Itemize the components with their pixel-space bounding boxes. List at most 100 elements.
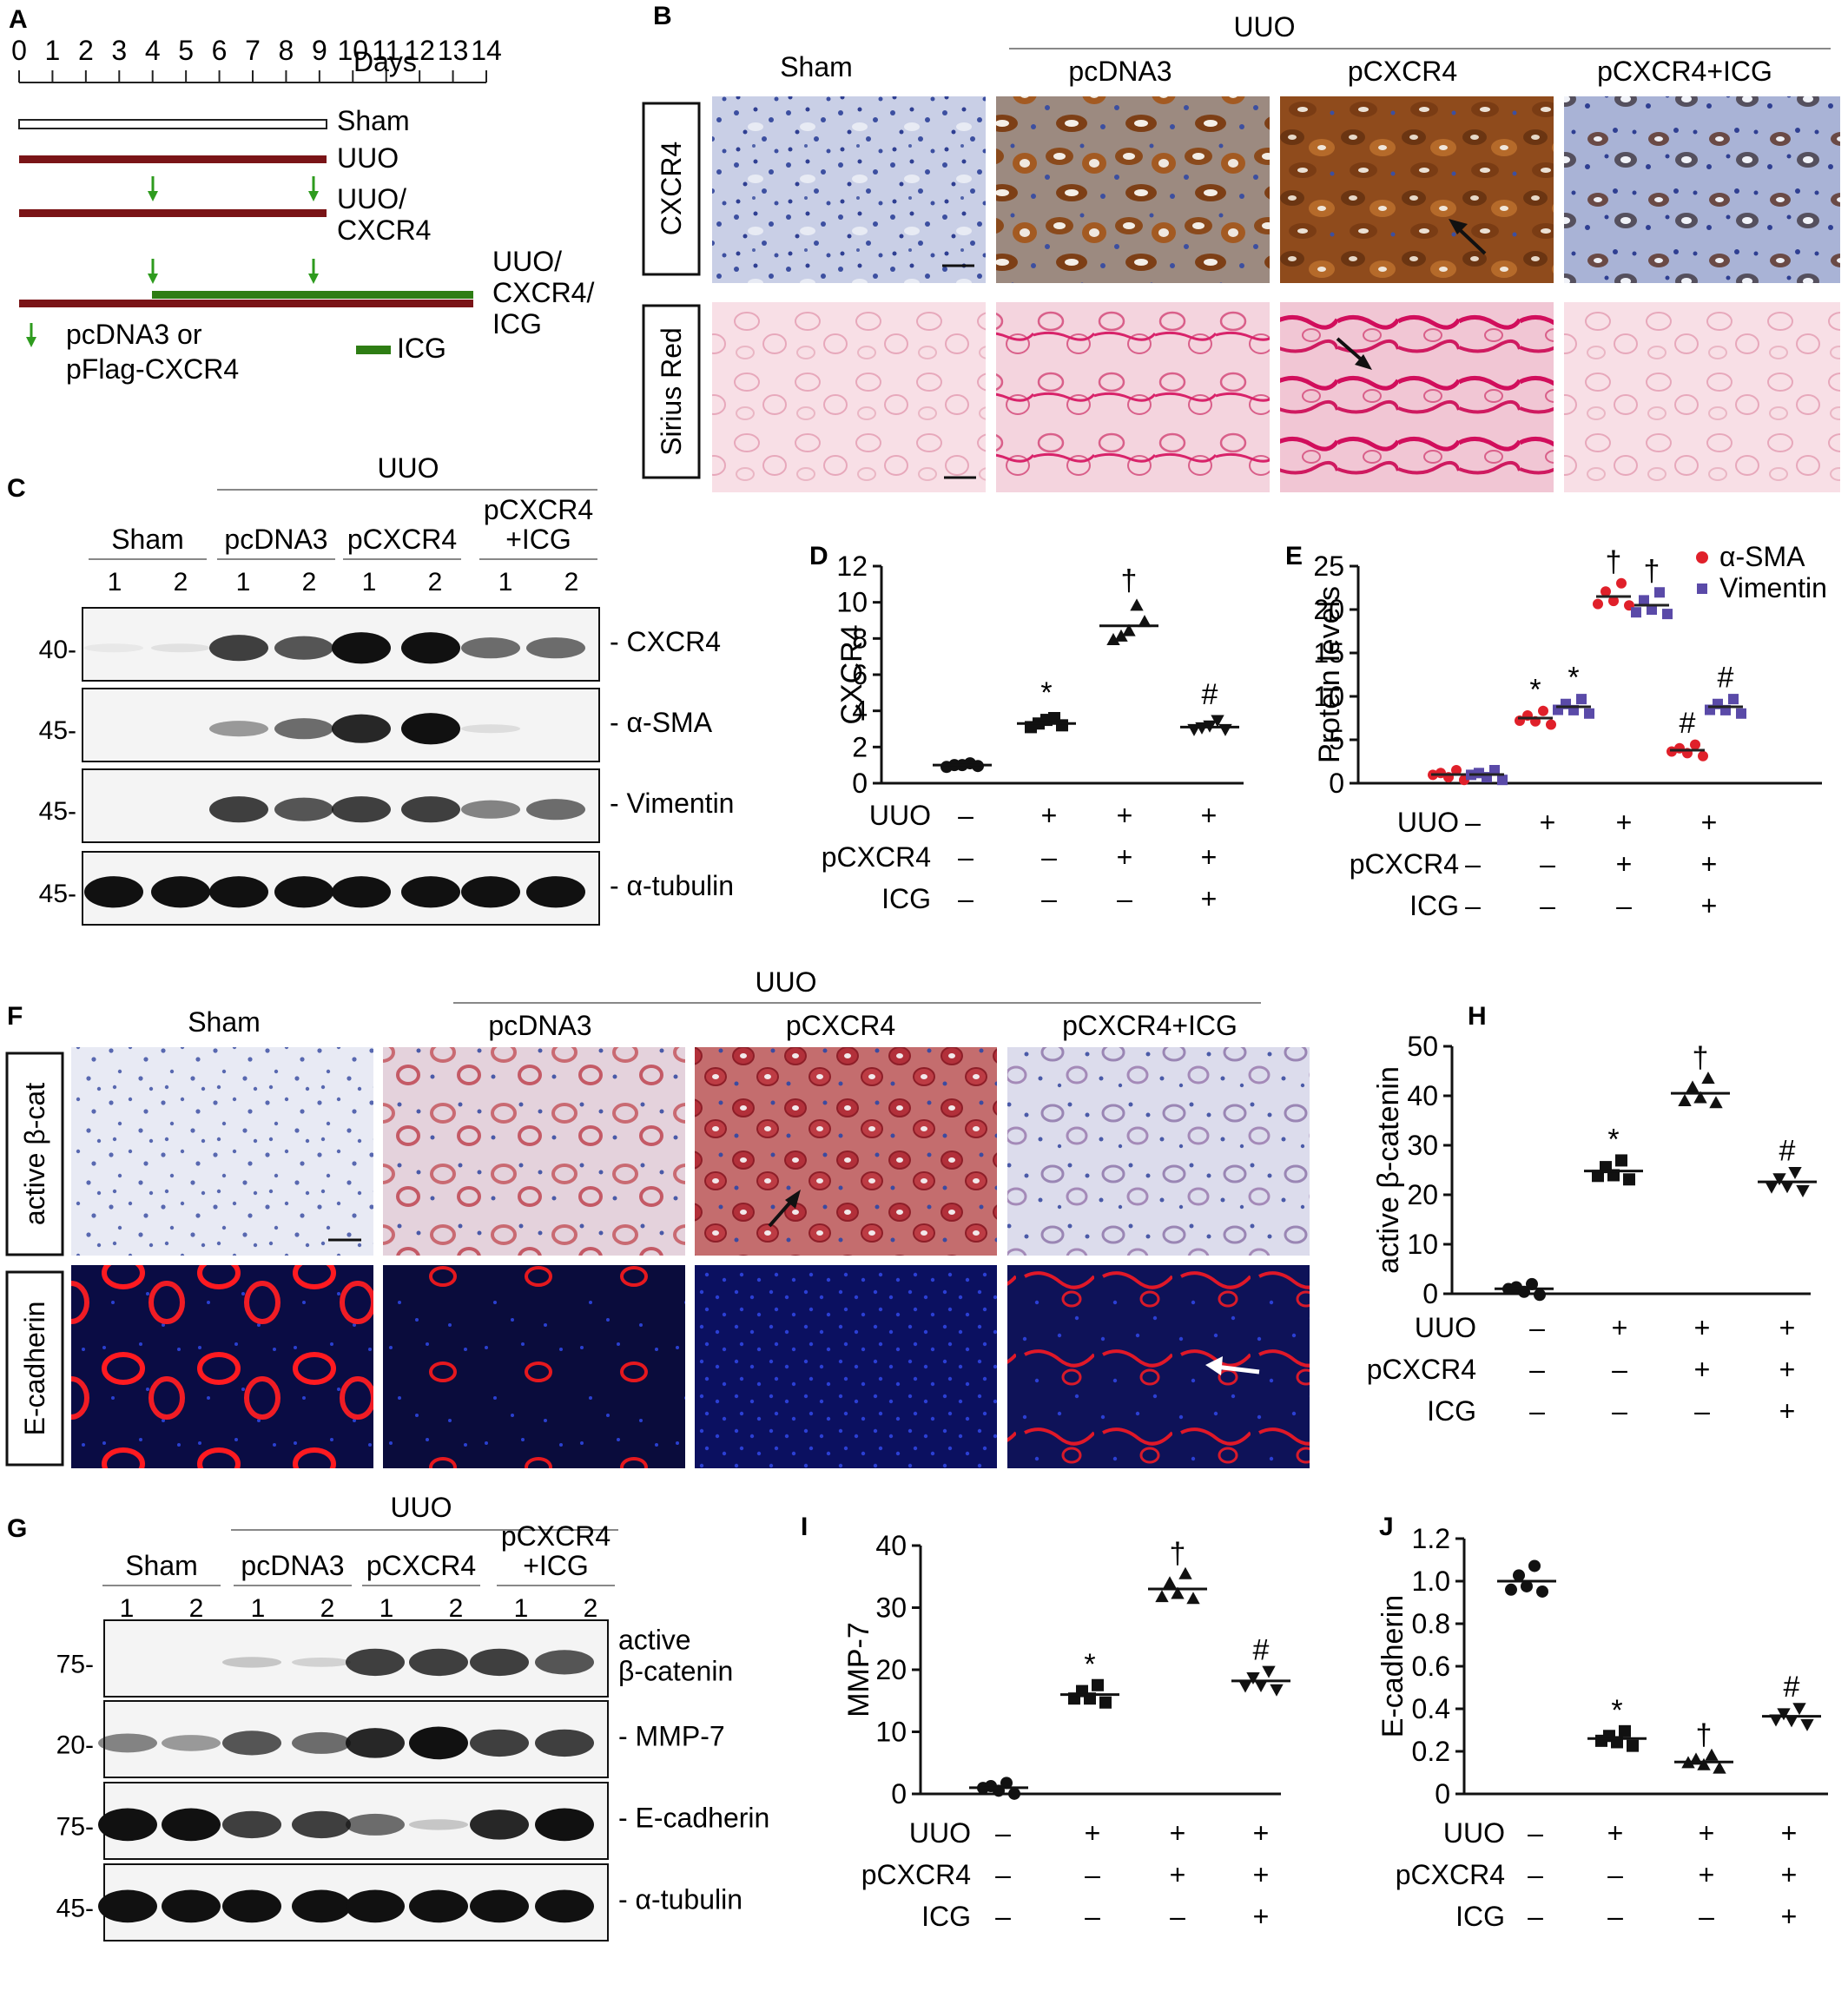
data-point xyxy=(1639,595,1649,606)
data-point xyxy=(1785,1715,1798,1728)
y-axis-label: Protein levels xyxy=(1313,586,1346,763)
blot-band xyxy=(222,1657,281,1668)
data-point xyxy=(1186,1592,1200,1605)
significance-marker: † xyxy=(1121,564,1138,597)
chart-e: E 0 5 10 15 20 25 Protein levels * † # * † # α-SMAVime… xyxy=(1285,541,1827,921)
data-point xyxy=(1627,1739,1639,1752)
data-point xyxy=(1697,1757,1711,1770)
condition-sign: – xyxy=(1528,1817,1543,1849)
data-point xyxy=(1654,587,1665,598)
condition-sign: – xyxy=(1528,1901,1543,1932)
data-point xyxy=(1155,1590,1169,1603)
blot-protein-label: - E-cadherin xyxy=(618,1803,769,1834)
data-point xyxy=(1138,615,1152,628)
blot-band xyxy=(409,1819,468,1830)
micrograph-cxcr4-sham xyxy=(712,96,986,283)
lane-number: 1 xyxy=(120,1594,135,1623)
condition-sign: + xyxy=(1117,841,1133,873)
data-point xyxy=(1777,1708,1791,1721)
micrograph-cxcr4-pcxcr4 xyxy=(1280,96,1554,283)
blot-band xyxy=(98,1808,157,1842)
mw-marker: 45- xyxy=(39,716,76,745)
data-point xyxy=(1099,1696,1112,1709)
panel-letter: E xyxy=(1285,542,1303,570)
row-label-sham: Sham xyxy=(337,105,410,136)
blot-band xyxy=(292,1731,351,1754)
blot-band xyxy=(98,1733,157,1753)
lane-number: 2 xyxy=(320,1594,335,1623)
blot-band xyxy=(526,876,585,908)
pointer-arrow-icon xyxy=(768,1190,801,1228)
condition-sign: + xyxy=(1779,1312,1796,1343)
condition-sign: + xyxy=(1253,1901,1270,1932)
data-point xyxy=(1576,694,1587,705)
legend-icg-label: ICG xyxy=(397,333,446,364)
blot-band xyxy=(84,876,143,908)
col-label-sham: Sham xyxy=(780,51,853,82)
blot-band xyxy=(470,1729,529,1757)
condition-sign: + xyxy=(1085,1817,1101,1849)
injection-arrow-icon xyxy=(308,176,319,201)
col-label-pcxcr4-icg: pCXCR4+ICG xyxy=(1062,1010,1238,1041)
lane-group-label: pCXCR4 xyxy=(366,1550,476,1581)
condition-sign: – xyxy=(1528,1859,1543,1890)
condition-sign: – xyxy=(1085,1859,1100,1890)
day-tick-label: 8 xyxy=(279,35,294,66)
condition-sign: + xyxy=(1779,1395,1796,1427)
blot-band xyxy=(162,1889,221,1923)
significance-marker: # xyxy=(1779,1135,1796,1168)
y-tick-label: 1.0 xyxy=(1412,1566,1450,1597)
condition-sign: – xyxy=(1465,890,1481,921)
condition-label: pCXCR4 xyxy=(1350,848,1459,880)
data-point xyxy=(1600,586,1611,597)
day-tick-label: 11 xyxy=(372,35,400,66)
panel-b: B UUO Sham pcDNA3 pCXCR4 pCXCR4+ICG CXCR… xyxy=(642,2,1840,492)
data-point xyxy=(1534,1289,1546,1302)
condition-label: pCXCR4 xyxy=(861,1859,971,1890)
data-point xyxy=(1678,1093,1692,1106)
blot-band xyxy=(162,1808,221,1842)
micrograph-beta-cat-pcxcr4-icg xyxy=(1007,1047,1310,1256)
day-tick-label: 1 xyxy=(45,35,61,66)
micrograph-sirius-pcdna3 xyxy=(996,302,1270,492)
blot-band xyxy=(209,876,268,908)
condition-label: ICG xyxy=(881,883,931,914)
condition-label: ICG xyxy=(1427,1395,1476,1427)
data-point xyxy=(1521,1579,1533,1592)
y-tick-label: 0 xyxy=(891,1778,907,1810)
blot-protein-label: - α-SMA xyxy=(610,707,713,738)
lane-number: 1 xyxy=(236,568,251,597)
blot-band xyxy=(346,1813,405,1836)
y-axis-label: E-cadherin xyxy=(1376,1595,1409,1737)
days-label: Days xyxy=(353,46,417,77)
condition-sign: – xyxy=(1699,1901,1714,1932)
lane-number: 1 xyxy=(108,568,122,597)
lane-number: 1 xyxy=(362,568,377,597)
condition-label: pCXCR4 xyxy=(822,841,931,873)
panel-letter: D xyxy=(809,542,828,570)
data-point xyxy=(1489,765,1500,775)
condition-sign: + xyxy=(1253,1859,1270,1890)
data-point xyxy=(1736,708,1746,719)
uuo-cxcr4-timeline-bar xyxy=(19,209,327,217)
data-point xyxy=(1171,1586,1185,1599)
col-label-pcxcr4-icg: pCXCR4+ICG xyxy=(1597,56,1772,87)
condition-sign: + xyxy=(1170,1859,1186,1890)
data-point xyxy=(1698,750,1708,761)
condition-sign: – xyxy=(958,841,974,873)
condition-sign: + xyxy=(1781,1901,1798,1932)
micrograph-beta-cat-pcxcr4 xyxy=(695,1047,997,1256)
row-label-cxcr4: CXCR4 xyxy=(656,142,687,235)
blot-band xyxy=(84,643,143,653)
blot-band xyxy=(470,1810,529,1840)
panel-letter-c: C xyxy=(7,474,26,503)
data-point xyxy=(1122,623,1136,636)
mw-marker: 45- xyxy=(39,797,76,826)
blot-band xyxy=(526,637,585,659)
blot-band xyxy=(332,796,391,823)
blot-band xyxy=(274,876,333,908)
